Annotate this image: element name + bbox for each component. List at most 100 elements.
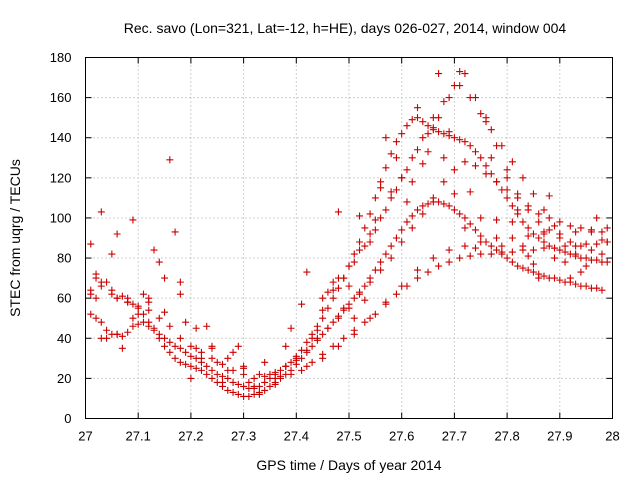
data-point — [461, 224, 469, 232]
data-point — [155, 314, 163, 322]
data-point — [166, 322, 174, 330]
data-point — [192, 344, 200, 352]
data-point — [103, 334, 111, 342]
data-point — [487, 242, 495, 250]
data-point — [535, 210, 543, 218]
data-point — [435, 128, 443, 136]
data-point — [508, 218, 516, 226]
data-point — [398, 174, 406, 182]
data-point — [572, 228, 580, 236]
data-point — [303, 268, 311, 276]
data-point — [92, 294, 100, 302]
data-point — [234, 380, 242, 388]
data-point — [224, 354, 232, 362]
data-point — [556, 218, 564, 226]
data-point — [551, 274, 559, 282]
data-point — [461, 214, 469, 222]
data-point — [213, 370, 221, 378]
data-point — [197, 366, 205, 374]
data-point — [398, 238, 406, 246]
data-point — [471, 226, 479, 234]
data-point — [319, 306, 327, 314]
data-point — [334, 284, 342, 292]
data-point — [245, 378, 253, 386]
data-point — [535, 218, 543, 226]
data-point — [429, 124, 437, 132]
data-point — [377, 184, 385, 192]
data-point — [529, 230, 537, 238]
data-point — [387, 254, 395, 262]
data-point — [419, 160, 427, 168]
data-point — [250, 382, 258, 390]
data-point — [477, 250, 485, 258]
y-tick-label: 160 — [50, 90, 72, 105]
data-point — [366, 314, 374, 322]
data-point — [566, 222, 574, 230]
data-point — [603, 238, 611, 246]
data-point — [97, 318, 105, 326]
data-point — [450, 206, 458, 214]
data-point — [361, 224, 369, 232]
data-point — [171, 228, 179, 236]
x-tick-label: 27.6 — [389, 429, 414, 444]
data-point — [456, 136, 464, 144]
data-point — [139, 290, 147, 298]
data-point — [150, 326, 158, 334]
data-point — [503, 254, 511, 262]
x-tick-label: 27.8 — [494, 429, 519, 444]
y-tick-labels: 0 20 40 60 80 100 120 140 160 180 — [50, 50, 72, 426]
data-point — [429, 254, 437, 262]
data-point — [261, 386, 269, 394]
data-point — [493, 178, 501, 186]
data-point — [118, 292, 126, 300]
data-point — [414, 146, 422, 154]
data-point — [471, 162, 479, 170]
data-point — [287, 324, 295, 332]
data-point — [493, 246, 501, 254]
x-tick-label: 28 — [605, 429, 619, 444]
data-point — [213, 358, 221, 366]
data-point — [419, 134, 427, 142]
data-point — [103, 326, 111, 334]
data-point — [424, 200, 432, 208]
data-point — [298, 300, 306, 308]
data-point — [503, 194, 511, 202]
data-point — [392, 186, 400, 194]
data-point — [461, 158, 469, 166]
data-point — [445, 94, 453, 102]
data-point — [387, 194, 395, 202]
data-point — [450, 166, 458, 174]
x-tick-label: 27.3 — [231, 429, 256, 444]
data-point — [414, 266, 422, 274]
data-point — [161, 308, 169, 316]
data-point — [429, 114, 437, 122]
axis-ticks — [85, 57, 613, 419]
x-tick-label: 27.4 — [284, 429, 309, 444]
data-point — [556, 230, 564, 238]
data-point — [487, 126, 495, 134]
data-point — [271, 368, 279, 376]
data-point — [250, 374, 258, 382]
data-point — [456, 210, 464, 218]
data-point — [572, 250, 580, 258]
data-point — [271, 374, 279, 382]
data-point — [598, 236, 606, 244]
data-point — [540, 238, 548, 246]
x-axis-label: GPS time / Days of year 2014 — [256, 457, 441, 473]
data-point — [603, 224, 611, 232]
data-point — [508, 158, 516, 166]
data-point — [519, 174, 527, 182]
data-point — [582, 240, 590, 248]
data-point — [118, 332, 126, 340]
y-tick-label: 80 — [57, 251, 71, 266]
data-point — [429, 194, 437, 202]
data-point — [524, 252, 532, 260]
data-point — [192, 324, 200, 332]
data-point — [118, 344, 126, 352]
data-point — [113, 230, 121, 238]
data-point — [382, 250, 390, 258]
data-point — [435, 70, 443, 78]
data-point — [129, 314, 137, 322]
data-point — [519, 242, 527, 250]
data-point — [387, 188, 395, 196]
